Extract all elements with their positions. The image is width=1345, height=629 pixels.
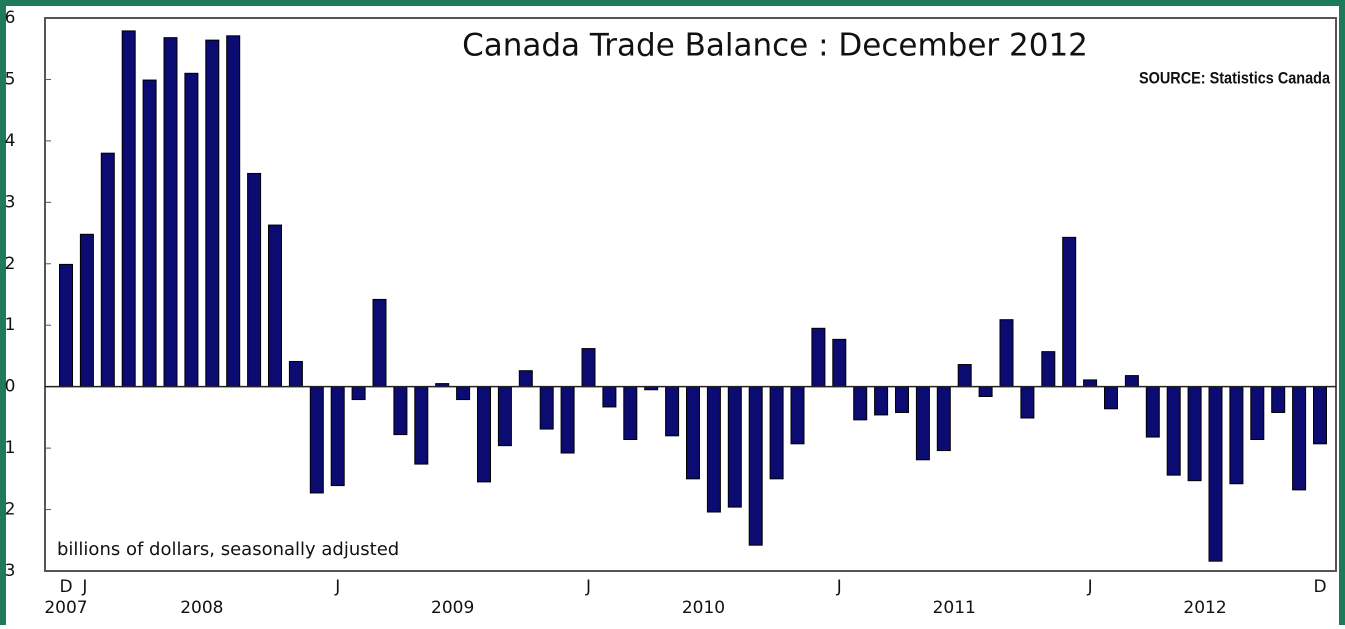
- x-group-label: 2011: [933, 598, 976, 618]
- y-tick-label: 3: [5, 561, 16, 581]
- x-group-label: 2009: [431, 598, 474, 618]
- bar: [205, 39, 220, 388]
- bar: [727, 386, 742, 508]
- bar: [895, 386, 909, 413]
- x-tick-label: J: [81, 577, 87, 597]
- bar: [497, 386, 512, 447]
- bar: [477, 386, 491, 483]
- bar: [1062, 236, 1077, 388]
- bar: [518, 370, 533, 388]
- y-tick-label: 6: [5, 8, 16, 28]
- y-tick-label: 2: [5, 254, 16, 274]
- y-tick-label: 0: [5, 377, 16, 397]
- bar: [1187, 386, 1202, 482]
- bar: [936, 386, 951, 452]
- bar: [832, 338, 847, 388]
- y-axis-label: billions of dollars, seasonally adjusted: [57, 539, 399, 560]
- bar: [1083, 379, 1098, 388]
- bar: [1124, 375, 1139, 388]
- bar: [1292, 386, 1307, 491]
- bar: [539, 386, 554, 430]
- bar: [456, 386, 471, 401]
- bar: [790, 386, 805, 445]
- bar: [59, 263, 73, 388]
- bar: [226, 35, 241, 388]
- bar: [581, 348, 596, 388]
- bar: [623, 386, 638, 441]
- x-tick-label: J: [1087, 577, 1093, 597]
- bar: [309, 386, 324, 494]
- bar: [393, 386, 408, 436]
- bar: [978, 386, 993, 397]
- bar: [560, 386, 575, 454]
- bar: [100, 152, 115, 388]
- bar: [372, 298, 387, 388]
- bar: [748, 386, 763, 546]
- x-group-label: 2007: [44, 598, 87, 618]
- x-tick-label: J: [585, 577, 591, 597]
- x-tick-label: J: [334, 577, 340, 597]
- bar: [1250, 386, 1265, 441]
- x-group-label: 2012: [1183, 598, 1226, 618]
- y-tick-label: 1: [5, 315, 16, 335]
- y-tick-label: 2: [5, 500, 16, 520]
- bar: [1104, 386, 1118, 410]
- y-tick-label: 4: [5, 131, 16, 151]
- bar: [1229, 386, 1244, 485]
- y-tick-label: 5: [5, 69, 16, 89]
- bar: [1208, 386, 1223, 562]
- source: SOURCE: Statistics Canada: [1139, 69, 1330, 87]
- bar: [706, 386, 721, 513]
- bar: [1313, 386, 1327, 445]
- bar: [957, 364, 972, 388]
- bar: [769, 386, 784, 480]
- chart-title: Canada Trade Balance : December 2012: [462, 28, 1088, 64]
- bar: [268, 224, 282, 388]
- bar: [330, 386, 345, 487]
- bar: [1020, 386, 1035, 419]
- bar: [142, 79, 157, 388]
- bar: [853, 386, 868, 421]
- x-tick-label: J: [836, 577, 842, 597]
- x-tick-label: D: [59, 577, 72, 597]
- y-tick-label: 1: [5, 438, 16, 458]
- y-tick-label: 3: [5, 192, 16, 212]
- plot-area: [44, 17, 1337, 572]
- x-tick-label: D: [1313, 577, 1326, 597]
- bar: [874, 386, 889, 416]
- bar: [1041, 351, 1056, 388]
- bar: [999, 319, 1014, 388]
- bar: [665, 386, 680, 437]
- bar: [163, 37, 178, 388]
- bar: [915, 386, 930, 461]
- x-group-label: 2010: [682, 598, 725, 618]
- bar: [686, 386, 700, 480]
- bar: [811, 327, 826, 388]
- bar: [602, 386, 617, 408]
- bar: [184, 72, 199, 388]
- bar: [351, 386, 366, 401]
- bar: [1271, 386, 1286, 413]
- x-group-label: 2008: [180, 598, 223, 618]
- bar: [414, 386, 429, 465]
- bar: [1145, 386, 1160, 438]
- bar: [121, 30, 136, 388]
- bar: [288, 360, 303, 388]
- bar: [79, 233, 94, 388]
- bar: [1166, 386, 1181, 476]
- bar: [247, 172, 262, 388]
